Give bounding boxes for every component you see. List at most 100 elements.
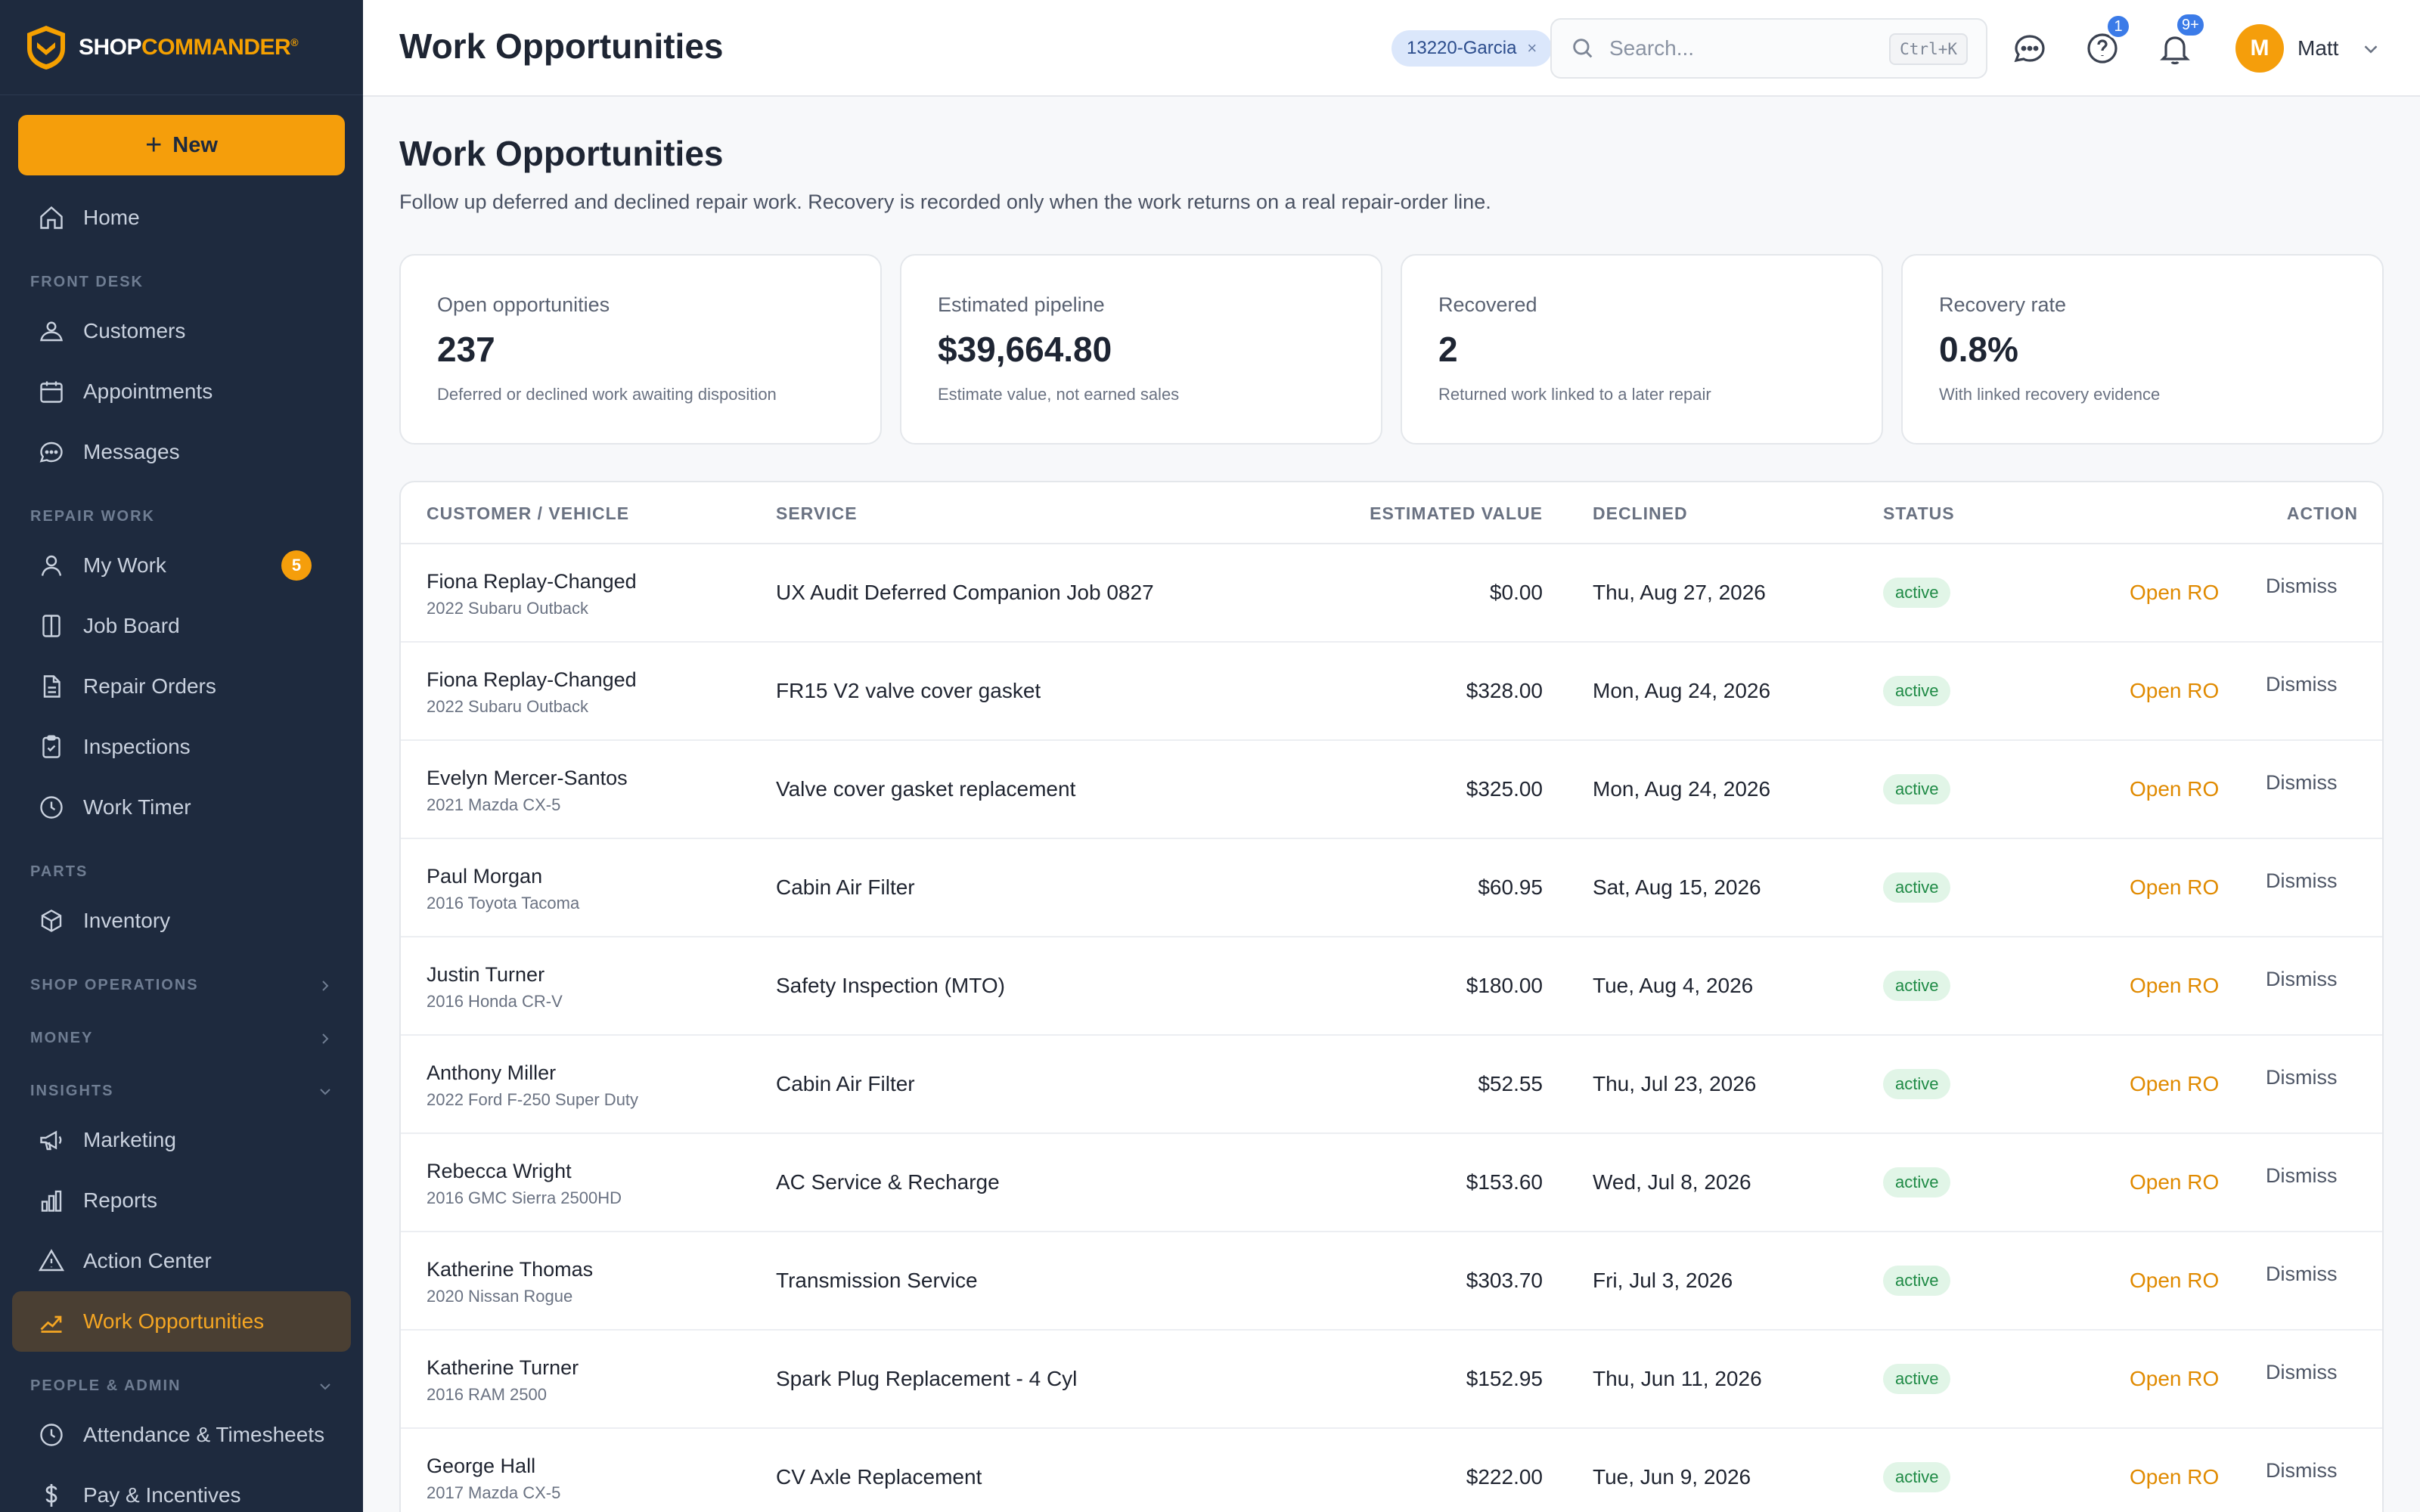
col-service[interactable]: SERVICE xyxy=(776,503,858,523)
open-ro-link[interactable]: Open RO xyxy=(2130,1072,2220,1095)
sidebar-item-inventory[interactable]: Inventory xyxy=(12,891,351,951)
sidebar-item-work-timer[interactable]: Work Timer xyxy=(12,777,351,838)
open-ro-link[interactable]: Open RO xyxy=(2130,581,2220,604)
help-icon[interactable] xyxy=(2084,30,2121,67)
table-row[interactable]: Rebecca Wright 2016 GMC Sierra 2500HD AC S… xyxy=(401,1134,2382,1232)
open-ro-link[interactable]: Open RO xyxy=(2130,1367,2220,1390)
table-row[interactable]: George Hall 2017 Mazda CX-5 CV Axle Replac… xyxy=(401,1429,2382,1512)
table-row[interactable]: Fiona Replay-Changed 2022 Subaru Outback U… xyxy=(401,544,2382,643)
logo[interactable]: SHOPCOMMANDER® xyxy=(0,0,363,95)
sidebar-item-job-board[interactable]: Job Board xyxy=(12,596,351,656)
dismiss-button[interactable]: Dismiss xyxy=(2266,968,2338,990)
section-shop-operations[interactable]: SHOP OPERATIONS xyxy=(30,977,329,994)
customers-icon xyxy=(40,321,63,342)
sidebar-item-my-work[interactable]: My Work 5 xyxy=(12,535,351,596)
sidebar-item-work-opportunities[interactable]: Work Opportunities xyxy=(12,1291,351,1352)
col-customer[interactable]: CUSTOMER / VEHICLE xyxy=(427,503,630,523)
col-value[interactable]: ESTIMATED VALUE xyxy=(1370,503,1543,523)
sidebar-item-repair-orders[interactable]: Repair Orders xyxy=(12,656,351,717)
dismiss-button[interactable]: Dismiss xyxy=(2266,771,2338,794)
declined-date: Thu, Aug 27, 2026 xyxy=(1593,581,1766,604)
service: CV Axle Replacement xyxy=(776,1465,982,1489)
open-ro-link[interactable]: Open RO xyxy=(2130,1170,2220,1194)
stat-label: Open opportunities xyxy=(437,293,610,316)
section-money[interactable]: MONEY xyxy=(30,1030,329,1047)
dismiss-button[interactable]: Dismiss xyxy=(2266,673,2338,696)
section-insights[interactable]: INSIGHTS xyxy=(30,1083,330,1100)
open-ro-link[interactable]: Open RO xyxy=(2130,1269,2220,1292)
search-input[interactable]: Search... Ctrl+K xyxy=(1550,18,1987,79)
stat-value: 237 xyxy=(437,330,495,369)
customer-name: Paul Morgan xyxy=(427,865,543,888)
bell-icon[interactable] xyxy=(2157,30,2193,67)
trending-up-icon xyxy=(40,1315,62,1333)
estimated-value: $0.00 xyxy=(1489,581,1543,604)
sidebar-item-inspections[interactable]: Inspections xyxy=(12,717,351,777)
open-ro-link[interactable]: Open RO xyxy=(2130,777,2220,801)
service: Cabin Air Filter xyxy=(776,1072,915,1095)
table-row[interactable]: Katherine Turner 2016 RAM 2500 Spark Plug … xyxy=(401,1331,2382,1429)
dismiss-button[interactable]: Dismiss xyxy=(2266,869,2338,892)
open-ro-link[interactable]: Open RO xyxy=(2130,875,2220,899)
estimated-value: $180.00 xyxy=(1466,974,1543,997)
open-ro-link[interactable]: Open RO xyxy=(2130,974,2220,997)
shield-logo-icon xyxy=(27,25,65,70)
dismiss-button[interactable]: Dismiss xyxy=(2266,1361,2338,1383)
estimated-value: $303.70 xyxy=(1466,1269,1543,1292)
col-action: ACTION xyxy=(2286,503,2358,523)
col-status[interactable]: STATUS xyxy=(1883,503,1955,523)
box-icon xyxy=(41,909,62,932)
sidebar-item-reports[interactable]: Reports xyxy=(12,1170,351,1231)
dismiss-button[interactable]: Dismiss xyxy=(2266,1164,2338,1187)
section-people-admin[interactable]: PEOPLE & ADMIN xyxy=(30,1377,330,1395)
estimated-value: $52.55 xyxy=(1478,1072,1543,1095)
table-row[interactable]: Katherine Thomas 2020 Nissan Rogue Transmi… xyxy=(401,1232,2382,1331)
table-row[interactable]: Evelyn Mercer-Santos 2021 Mazda CX-5 Valve… xyxy=(401,741,2382,839)
customer-name: Anthony Miller xyxy=(427,1061,557,1084)
col-declined[interactable]: DECLINED xyxy=(1593,503,1688,523)
estimated-value: $152.95 xyxy=(1466,1367,1543,1390)
stat-card-recovery-rate: Recovery rate 0.8% With linked recovery … xyxy=(1901,254,2384,445)
page-subtitle: Follow up deferred and declined repair w… xyxy=(399,191,1491,213)
stat-card-pipeline: Estimated pipeline $39,664.80 Estimate v… xyxy=(900,254,1382,445)
sidebar-item-pay[interactable]: Pay & Incentives xyxy=(12,1465,351,1512)
open-ro-link[interactable]: Open RO xyxy=(2130,679,2220,702)
sidebar-item-attendance[interactable]: Attendance & Timesheets xyxy=(12,1405,351,1465)
chevron-down-icon xyxy=(320,1383,330,1390)
table-row[interactable]: Fiona Replay-Changed 2022 Subaru Outback F… xyxy=(401,643,2382,741)
sidebar-item-home[interactable]: Home xyxy=(12,187,351,248)
stat-value: 2 xyxy=(1438,330,1458,369)
customer-name: Evelyn Mercer-Santos xyxy=(427,767,628,789)
status-badge: active xyxy=(1883,676,1951,706)
dismiss-button[interactable]: Dismiss xyxy=(2266,575,2338,597)
service: UX Audit Deferred Companion Job 0827 xyxy=(776,581,1154,604)
customer-name: George Hall xyxy=(427,1455,536,1477)
table-row[interactable]: Anthony Miller 2022 Ford F-250 Super Duty… xyxy=(401,1036,2382,1134)
stat-note: Estimate value, not earned sales xyxy=(938,385,1180,404)
status-badge: active xyxy=(1883,872,1951,903)
sidebar-item-appointments[interactable]: Appointments xyxy=(12,361,351,422)
chevron-down-icon[interactable] xyxy=(2360,38,2382,60)
estimated-value: $60.95 xyxy=(1478,875,1543,899)
user-name[interactable]: Matt xyxy=(2297,36,2339,60)
service: AC Service & Recharge xyxy=(776,1170,1000,1194)
dismiss-button[interactable]: Dismiss xyxy=(2266,1066,2338,1089)
filter-chip[interactable]: 13220-Garcia × xyxy=(1392,30,1553,67)
open-ro-link[interactable]: Open RO xyxy=(2130,1465,2220,1489)
sidebar-item-customers[interactable]: Customers xyxy=(12,301,351,361)
table-row[interactable]: Paul Morgan 2016 Toyota Tacoma Cabin Air F… xyxy=(401,839,2382,937)
filter-chip-label: 13220-Garcia xyxy=(1407,38,1517,58)
dismiss-button[interactable]: Dismiss xyxy=(2266,1263,2338,1285)
sidebar-item-marketing[interactable]: Marketing xyxy=(12,1110,351,1170)
stat-value: $39,664.80 xyxy=(938,330,1112,369)
stat-label: Recovery rate xyxy=(1939,293,2067,316)
dismiss-button[interactable]: Dismiss xyxy=(2266,1459,2338,1482)
messages-icon[interactable] xyxy=(2012,30,2048,67)
chip-close-icon[interactable]: × xyxy=(1527,39,1537,57)
new-button[interactable]: + New xyxy=(18,115,345,175)
sidebar-item-messages[interactable]: Messages xyxy=(12,422,351,482)
customer-name: Katherine Turner xyxy=(427,1356,579,1379)
table-row[interactable]: Justin Turner 2016 Honda CR-V Safety Inspe… xyxy=(401,937,2382,1036)
avatar[interactable]: M xyxy=(2235,24,2284,73)
sidebar-item-action-center[interactable]: Action Center xyxy=(12,1231,351,1291)
